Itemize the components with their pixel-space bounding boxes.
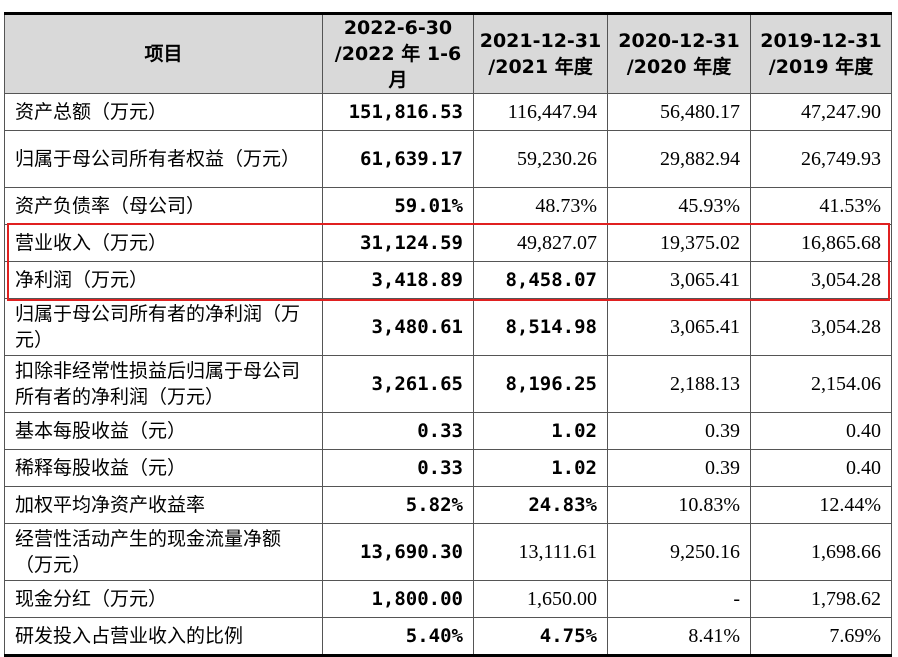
row-label: 归属于母公司所有者权益（万元）: [4, 130, 323, 188]
header-item: 项目: [4, 13, 323, 94]
row-value: 9,250.16: [607, 523, 751, 581]
row-label: 扣除非经常性损益后归属于母公司所有者的净利润（万元）: [4, 355, 323, 413]
table-body: 资产总额（万元） 151,816.53 116,447.94 56,480.17 47,…: [4, 93, 892, 656]
row-value: 1,650.00: [473, 580, 608, 618]
table-row: 研发投入占营业收入的比例 5.40% 4.75% 8.41% 7.69%: [4, 617, 892, 656]
row-value: 116,447.94: [473, 93, 608, 131]
table-row: 净利润（万元） 3,418.89 8,458.07 3,065.41 3,054.28: [4, 261, 892, 299]
row-value: 4.75%: [473, 617, 608, 656]
header-2022h1: 2022-6-30/2022 年 1-6 月: [322, 13, 474, 94]
row-value: 7.69%: [750, 617, 892, 656]
header-period: /2021 年度: [488, 56, 593, 78]
header-period: /2019 年度: [768, 56, 874, 78]
row-value: 1,698.66: [750, 523, 892, 581]
row-value: 3,054.28: [750, 261, 892, 299]
table-row: 资产负债率（母公司） 59.01% 48.73% 45.93% 41.53%: [4, 187, 892, 225]
row-value: 8,458.07: [473, 261, 608, 299]
header-item-label: 项目: [144, 43, 183, 65]
row-value: 41.53%: [750, 187, 892, 225]
row-value: 151,816.53: [322, 93, 474, 131]
header-period: /2020 年度: [626, 56, 732, 78]
row-value: 5.40%: [322, 617, 474, 656]
row-value: 0.39: [607, 449, 751, 487]
table-row: 营业收入（万元） 31,124.59 49,827.07 19,375.02 16,86…: [4, 224, 892, 262]
row-value: 3,418.89: [322, 261, 474, 299]
row-value: 19,375.02: [607, 224, 751, 262]
row-label: 资产负债率（母公司）: [4, 187, 323, 225]
table-row: 稀释每股收益（元） 0.33 1.02 0.39 0.40: [4, 449, 892, 487]
row-value: 0.40: [750, 449, 892, 487]
header-2021: 2021-12-31/2021 年度: [473, 13, 608, 94]
row-value: 1,798.62: [750, 580, 892, 618]
table-row: 经营性活动产生的现金流量净额（万元） 13,690.30 13,111.61 9,25…: [4, 523, 892, 581]
row-value: 24.83%: [473, 486, 608, 524]
table-row: 资产总额（万元） 151,816.53 116,447.94 56,480.17 47,…: [4, 93, 892, 131]
row-value: 10.83%: [607, 486, 751, 524]
row-value: 3,261.65: [322, 355, 474, 413]
row-value: 13,690.30: [322, 523, 474, 581]
row-value: 49,827.07: [473, 224, 608, 262]
financial-table: 项目 2022-6-30/2022 年 1-6 月 2021-12-31/202…: [4, 12, 892, 657]
row-label: 基本每股收益（元）: [4, 412, 323, 450]
row-value: 31,124.59: [322, 224, 474, 262]
row-value: 3,065.41: [607, 298, 751, 356]
row-value: 2,154.06: [750, 355, 892, 413]
row-value: 0.33: [322, 412, 474, 450]
header-date: 2020-12-31: [618, 30, 740, 52]
row-value: 3,054.28: [750, 298, 892, 356]
row-value: 26,749.93: [750, 130, 892, 188]
header-date: 2019-12-31: [760, 30, 882, 52]
row-label: 研发投入占营业收入的比例: [4, 617, 323, 656]
table-row: 归属于母公司所有者权益（万元） 61,639.17 59,230.26 29,882.…: [4, 130, 892, 188]
row-value: 61,639.17: [322, 130, 474, 188]
header-2019: 2019-12-31/2019 年度: [750, 13, 892, 94]
row-label: 营业收入（万元）: [4, 224, 323, 262]
row-value: 0.39: [607, 412, 751, 450]
row-value: 1.02: [473, 449, 608, 487]
header-period: /2022 年 1-6 月: [334, 43, 462, 91]
row-value: 47,247.90: [750, 93, 892, 131]
row-value: 45.93%: [607, 187, 751, 225]
table-row: 现金分红（万元） 1,800.00 1,650.00-1,798.62: [4, 580, 892, 618]
table-row: 加权平均净资产收益率 5.82% 24.83% 10.83% 12.44%: [4, 486, 892, 524]
row-value: -: [607, 580, 751, 618]
row-label: 经营性活动产生的现金流量净额（万元）: [4, 523, 323, 581]
row-value: 13,111.61: [473, 523, 608, 581]
header-row: 项目 2022-6-30/2022 年 1-6 月 2021-12-31/202…: [4, 13, 892, 94]
row-label: 资产总额（万元）: [4, 93, 323, 131]
row-value: 1.02: [473, 412, 608, 450]
row-value: 0.40: [750, 412, 892, 450]
row-value: 3,065.41: [607, 261, 751, 299]
row-value: 1,800.00: [322, 580, 474, 618]
row-value: 5.82%: [322, 486, 474, 524]
row-value: 16,865.68: [750, 224, 892, 262]
header-date: 2021-12-31: [479, 30, 602, 52]
table-row: 归属于母公司所有者的净利润（万元） 3,480.61 8,514.98 3,065.4…: [4, 298, 892, 356]
row-value: 2,188.13: [607, 355, 751, 413]
row-label: 净利润（万元）: [4, 261, 323, 299]
row-value: 12.44%: [750, 486, 892, 524]
header-2020: 2020-12-31/2020 年度: [607, 13, 751, 94]
row-value: 3,480.61: [322, 298, 474, 356]
row-value: 56,480.17: [607, 93, 751, 131]
row-label: 现金分红（万元）: [4, 580, 323, 618]
table-row: 基本每股收益（元） 0.33 1.02 0.39 0.40: [4, 412, 892, 450]
row-value: 29,882.94: [607, 130, 751, 188]
row-value: 48.73%: [473, 187, 608, 225]
row-value: 8.41%: [607, 617, 751, 656]
row-label: 稀释每股收益（元）: [4, 449, 323, 487]
row-value: 59.01%: [322, 187, 474, 225]
row-value: 8,196.25: [473, 355, 608, 413]
row-label: 加权平均净资产收益率: [4, 486, 323, 524]
row-value: 59,230.26: [473, 130, 608, 188]
table-row: 扣除非经常性损益后归属于母公司所有者的净利润（万元） 3,261.65 8,196.…: [4, 355, 892, 413]
row-label: 归属于母公司所有者的净利润（万元）: [4, 298, 323, 356]
header-date: 2022-6-30: [343, 17, 453, 39]
row-value: 8,514.98: [473, 298, 608, 356]
row-value: 0.33: [322, 449, 474, 487]
